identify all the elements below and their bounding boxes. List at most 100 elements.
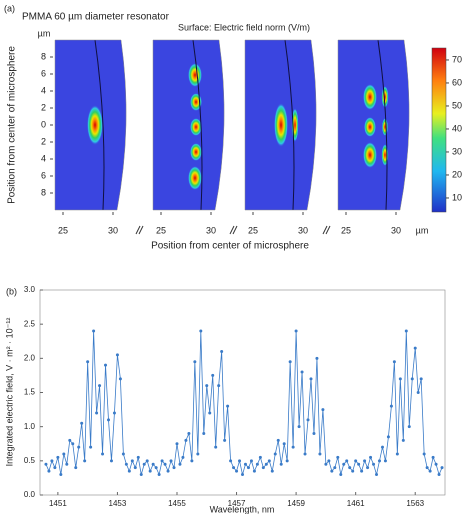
data-point [318, 452, 322, 456]
data-point [431, 455, 435, 459]
data-point [288, 360, 292, 364]
data-point [89, 445, 93, 449]
data-point [401, 438, 405, 442]
data-point [47, 469, 51, 473]
y-tick-label: 2.0 [24, 353, 36, 362]
data-point [130, 459, 134, 463]
field-spot [381, 86, 389, 108]
data-point [407, 425, 411, 429]
data-point [315, 356, 319, 360]
data-point [196, 452, 200, 456]
data-point [190, 459, 194, 463]
data-point [163, 462, 167, 466]
data-point [166, 469, 170, 473]
data-point [187, 432, 191, 435]
field-panel [153, 40, 225, 210]
x-tick-label: 25 [58, 225, 68, 235]
y-tick-label: 6 [41, 170, 46, 180]
data-point [208, 411, 212, 415]
data-point [386, 435, 390, 439]
y-tick-label: 1.5 [24, 388, 36, 397]
data-point [53, 466, 57, 470]
data-point [252, 469, 256, 473]
data-point [392, 360, 396, 364]
x-tick-label: 1451 [49, 499, 67, 508]
data-point [44, 462, 48, 466]
data-point [404, 329, 408, 333]
field-spot [363, 142, 377, 168]
data-point [383, 459, 387, 463]
data-line [45, 330, 443, 476]
y-tick-label: 4 [41, 85, 46, 95]
data-point [83, 459, 87, 463]
data-point [199, 329, 203, 333]
data-point [86, 360, 90, 364]
data-point [92, 329, 96, 333]
data-point [151, 462, 155, 466]
data-point [229, 459, 233, 463]
data-point [398, 377, 402, 381]
data-point [220, 350, 224, 353]
data-point [366, 466, 370, 470]
data-point [106, 418, 110, 422]
colorbar-tick-label: 50 [452, 100, 462, 110]
data-point [357, 462, 361, 466]
data-point [184, 438, 188, 442]
y-tick-label: 2.5 [24, 319, 36, 328]
data-point [333, 466, 337, 470]
field-spot [382, 118, 388, 136]
data-point [351, 469, 355, 473]
data-point [172, 466, 176, 470]
data-point [276, 438, 280, 442]
data-point [202, 432, 206, 435]
data-point [416, 391, 420, 394]
y-tick-label: 0.5 [24, 456, 36, 465]
field-background [338, 40, 410, 210]
panel-outline [244, 39, 317, 211]
data-point [115, 353, 119, 357]
x-tick-label: 1461 [347, 499, 365, 508]
colorbar-tick-label: 10 [452, 192, 462, 202]
data-point [258, 455, 262, 459]
x-tick-label: 30 [108, 225, 118, 235]
data-point [157, 473, 161, 476]
x-unit: µm [416, 225, 429, 235]
data-point [380, 445, 384, 449]
data-point [71, 442, 75, 446]
data-point [124, 462, 128, 466]
data-point [345, 459, 349, 463]
colorbar-tick-label: 30 [452, 146, 462, 156]
panel-label: (a) [4, 3, 15, 13]
data-point [422, 452, 426, 456]
data-point [363, 459, 367, 463]
x-tick-label: 1457 [228, 499, 246, 508]
title: PMMA 60 µm diameter resonator [22, 12, 170, 23]
data-point [241, 473, 244, 476]
data-point [112, 411, 116, 415]
data-point [101, 452, 105, 456]
x-tick-label: 1455 [168, 499, 186, 508]
data-point [348, 466, 352, 470]
data-point [154, 466, 158, 470]
field-panel [55, 40, 127, 210]
data-point [312, 432, 316, 435]
data-point [264, 462, 268, 466]
y-tick-label: 0 [41, 119, 46, 129]
y-axis-label: Integrated electric field, V · m² · 10⁻¹… [4, 318, 14, 467]
field-spot [87, 105, 103, 145]
y-tick-label: 4 [41, 153, 46, 163]
field-spot [188, 63, 202, 87]
x-tick-label: 1459 [287, 499, 305, 508]
data-point [330, 469, 334, 473]
data-point [133, 466, 137, 470]
panel-outline [337, 39, 410, 211]
data-point [50, 459, 54, 463]
colorbar-tick-label: 20 [452, 169, 462, 179]
data-point [205, 384, 209, 388]
data-point [369, 455, 373, 459]
data-point [74, 466, 78, 470]
data-point [148, 469, 152, 473]
data-point [235, 469, 239, 473]
data-point [279, 462, 283, 466]
